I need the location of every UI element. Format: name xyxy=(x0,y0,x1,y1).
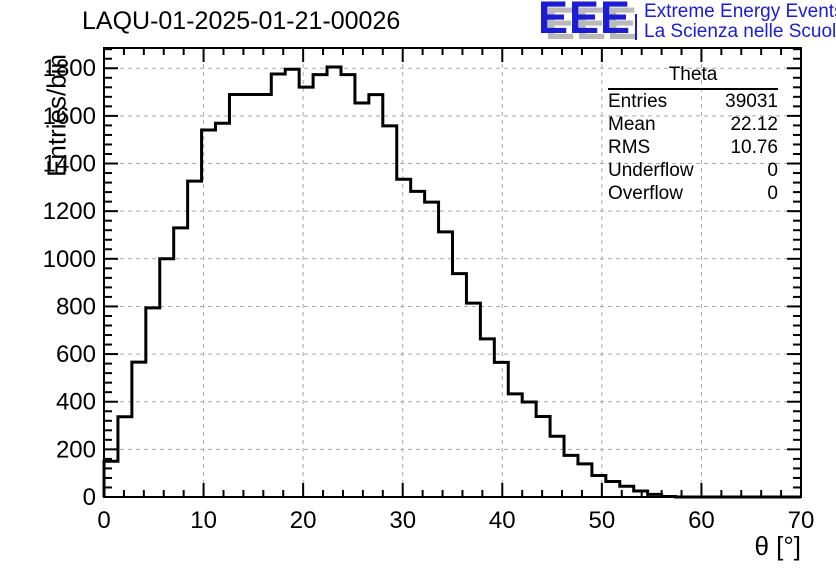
stats-row-mean: Mean 22.12 xyxy=(608,113,778,136)
x-tick-label: 60 xyxy=(688,507,715,534)
x-tick-label: 0 xyxy=(97,507,110,534)
stats-label: Overflow xyxy=(608,183,683,204)
stats-value: 10.76 xyxy=(730,137,778,158)
stats-value: 0 xyxy=(767,160,778,181)
y-tick-label: 1800 xyxy=(43,55,96,82)
stats-label: Mean xyxy=(608,114,656,135)
y-axis-title: Entries/bin xyxy=(41,54,72,177)
x-tick-label: 20 xyxy=(290,507,317,534)
x-tick-label: 30 xyxy=(389,507,416,534)
x-tick-label: 50 xyxy=(589,507,616,534)
stats-row-rms: RMS 10.76 xyxy=(608,136,778,159)
y-tick-label: 1200 xyxy=(43,198,96,225)
y-tick-label: 400 xyxy=(56,389,96,416)
stats-label: RMS xyxy=(608,137,651,158)
y-tick-label: 800 xyxy=(56,293,96,320)
x-tick-label: 70 xyxy=(788,507,815,534)
stats-value: 22.12 xyxy=(730,114,778,135)
eee-logo-line1: Extreme Energy Events xyxy=(644,1,836,22)
stats-row-underflow: Underflow 0 xyxy=(608,159,778,182)
x-tick-label: 10 xyxy=(190,507,217,534)
stats-value: 0 xyxy=(767,183,778,204)
eee-logo-acronym: EEE xyxy=(538,0,632,43)
y-tick-label: 1600 xyxy=(43,103,96,130)
y-tick-label: 200 xyxy=(56,436,96,463)
stats-row-entries: Entries 39031 xyxy=(608,90,778,113)
histogram-line xyxy=(102,65,801,499)
stats-box: Theta Entries 39031 Mean 22.12 RMS 10.76… xyxy=(608,62,778,205)
x-tick-label: 40 xyxy=(489,507,516,534)
x-axis-title: θ [°] xyxy=(754,531,801,561)
y-tick-label: 1000 xyxy=(43,246,96,273)
eee-logo-text: Extreme Energy Events La Scienza nelle S… xyxy=(644,2,836,42)
chart-title: LAQU-01-2025-01-21-00026 xyxy=(82,7,401,35)
y-tick-label: 0 xyxy=(83,484,96,511)
y-tick-label: 600 xyxy=(56,341,96,368)
stats-label: Entries xyxy=(608,91,668,112)
stats-row-overflow: Overflow 0 xyxy=(608,182,778,205)
eee-logo-line2: La Scienza nelle Scuole xyxy=(644,21,836,42)
y-tick-label: 1400 xyxy=(43,151,96,178)
plot-frame xyxy=(103,47,802,498)
stats-value: 39031 xyxy=(725,91,778,112)
stats-label: Underflow xyxy=(608,160,694,181)
stats-header: Theta xyxy=(608,62,778,90)
eee-logo-divider xyxy=(635,14,637,40)
